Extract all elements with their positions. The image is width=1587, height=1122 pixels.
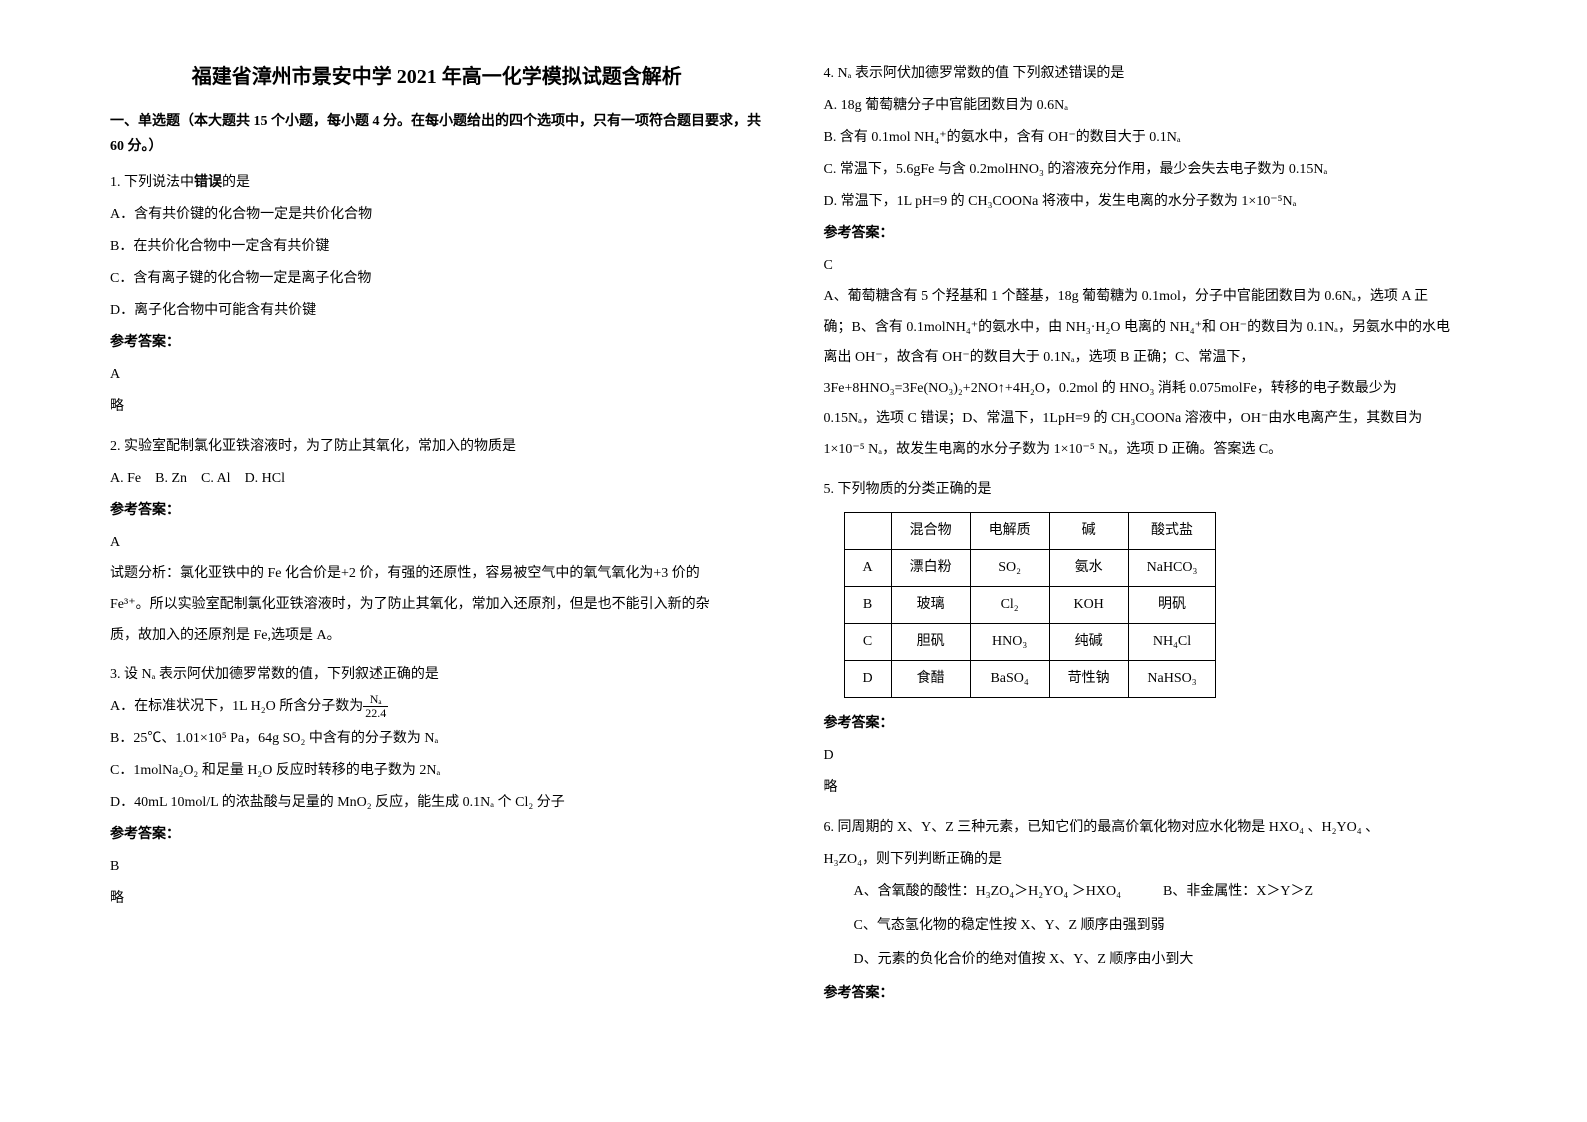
question-3: 3. 设 Nₐ 表示阿伏加德罗常数的值，下列叙述正确的是 A．在标准状况下，1L… — [110, 661, 764, 913]
q5-r0c2: SO₂ — [970, 549, 1049, 586]
q1-option-a: A．含有共价键的化合物一定是共价化合物 — [110, 201, 764, 229]
q5-th-4: 酸式盐 — [1128, 512, 1216, 549]
q2-expl-1: 试题分析：氯化亚铁中的 Fe 化合价是+2 价，有强的还原性，容易被空气中的氧气… — [110, 561, 764, 588]
q3-stem: 3. 设 Nₐ 表示阿伏加德罗常数的值，下列叙述正确的是 — [110, 661, 764, 689]
q4-option-d: D. 常温下，1L pH=9 的 CH₃COONa 将液中，发生电离的水分子数为… — [824, 188, 1478, 216]
q6-options-wrap: A、含氧酸的酸性：H₃ZO₄＞H₂YO₄ ＞HXO₄ B、非金属性：X＞Y＞Z … — [824, 878, 1478, 974]
q4-option-b: B. 含有 0.1mol NH₄⁺的氨水中，含有 OH⁻的数目大于 0.1Nₐ — [824, 124, 1478, 152]
q4-option-a: A. 18g 葡萄糖分子中官能团数目为 0.6Nₐ — [824, 92, 1478, 120]
q5-r1c1: 玻璃 — [891, 586, 970, 623]
q5-r1c2: Cl₂ — [970, 586, 1049, 623]
q5-note: 略 — [824, 774, 1478, 802]
q5-r3c4: NaHSO₃ — [1128, 660, 1216, 697]
q1-option-b: B．在共价化合物中一定含有共价键 — [110, 233, 764, 261]
q4-option-c: C. 常温下，5.6gFe 与含 0.2molHNO₃ 的溶液充分作用，最少会失… — [824, 156, 1478, 184]
page-title: 福建省漳州市景安中学 2021 年高一化学模拟试题含解析 — [110, 60, 764, 89]
q6-stem-2: H₃ZO₄，则下列判断正确的是 — [824, 846, 1478, 874]
q6-option-d: D、元素的负化合价的绝对值按 X、Y、Z 顺序由小到大 — [854, 946, 1478, 974]
q3-option-a: A．在标准状况下，1L H₂O 所含分子数为Nₐ22.4 — [110, 693, 764, 721]
q3-a-pre: A．在标准状况下，1L H₂O 所含分子数为 — [110, 699, 363, 714]
q1-answer-label: 参考答案： — [110, 329, 764, 357]
q4-expl-5: 0.15Nₐ，选项 C 错误；D、常温下，1LpH=9 的 CH₃COONa 溶… — [824, 406, 1478, 433]
q5-r2c3: 纯碱 — [1049, 623, 1128, 660]
q6-option-c: C、气态氢化物的稳定性按 X、Y、Z 顺序由强到弱 — [854, 912, 1478, 940]
q5-answer: D — [824, 742, 1478, 770]
q5-th-0 — [844, 512, 891, 549]
q6-option-b: B、非金属性：X＞Y＞Z — [1163, 884, 1313, 899]
q1-stem-bold: 错误 — [194, 175, 222, 190]
q3-a-num: Nₐ — [363, 693, 388, 707]
right-column: 4. Nₐ 表示阿伏加德罗常数的值 下列叙述错误的是 A. 18g 葡萄糖分子中… — [794, 60, 1508, 1062]
question-1: 1. 下列说法中错误的是 A．含有共价键的化合物一定是共价化合物 B．在共价化合… — [110, 169, 764, 421]
q5-th-2: 电解质 — [970, 512, 1049, 549]
q5-th-1: 混合物 — [891, 512, 970, 549]
q1-option-c: C．含有离子键的化合物一定是离子化合物 — [110, 265, 764, 293]
q2-expl-2: Fe³⁺。所以实验室配制氯化亚铁溶液时，为了防止其氧化，常加入还原剂，但是也不能… — [110, 592, 764, 619]
table-row: A 漂白粉 SO₂ 氨水 NaHCO₃ — [844, 549, 1216, 586]
q5-r2c2: HNO₃ — [970, 623, 1049, 660]
q5-table-header-row: 混合物 电解质 碱 酸式盐 — [844, 512, 1216, 549]
q3-option-b: B．25℃、1.01×10⁵ Pa，64g SO₂ 中含有的分子数为 Nₐ — [110, 725, 764, 753]
q4-expl-2: 确；B、含有 0.1molNH₄⁺的氨水中，由 NH₃·H₂O 电离的 NH₄⁺… — [824, 315, 1478, 342]
q5-answer-label: 参考答案： — [824, 710, 1478, 738]
q3-answer: B — [110, 853, 764, 881]
q5-r3c3: 苛性钠 — [1049, 660, 1128, 697]
q4-expl-4: 3Fe+8HNO₃=3Fe(NO₃)₂+2NO↑+4H₂O，0.2mol 的 H… — [824, 376, 1478, 403]
q2-answer: A — [110, 529, 764, 557]
question-6: 6. 同周期的 X、Y、Z 三种元素，已知它们的最高价氧化物对应水化物是 HXO… — [824, 814, 1478, 1008]
q3-note: 略 — [110, 885, 764, 913]
question-2: 2. 实验室配制氯化亚铁溶液时，为了防止其氧化，常加入的物质是 A. Fe B.… — [110, 433, 764, 649]
table-row: C 胆矾 HNO₃ 纯碱 NH₄Cl — [844, 623, 1216, 660]
q5-r2c4: NH₄Cl — [1128, 623, 1216, 660]
q2-expl-3: 质，故加入的还原剂是 Fe,选项是 A。 — [110, 623, 764, 650]
q6-option-a: A、含氧酸的酸性：H₃ZO₄＞H₂YO₄ ＞HXO₄ — [854, 884, 1121, 899]
q5-r0c4: NaHCO₃ — [1128, 549, 1216, 586]
q5-r2c0: C — [844, 623, 891, 660]
q5-r0c1: 漂白粉 — [891, 549, 970, 586]
q1-stem-pre: 1. 下列说法中 — [110, 175, 194, 190]
q1-stem: 1. 下列说法中错误的是 — [110, 169, 764, 197]
q1-stem-tail: 的是 — [222, 175, 250, 190]
q3-a-den: 22.4 — [363, 707, 388, 720]
left-column: 福建省漳州市景安中学 2021 年高一化学模拟试题含解析 一、单选题（本大题共 … — [80, 60, 794, 1062]
q3-answer-label: 参考答案： — [110, 821, 764, 849]
q1-answer: A — [110, 361, 764, 389]
q6-option-ab: A、含氧酸的酸性：H₃ZO₄＞H₂YO₄ ＞HXO₄ B、非金属性：X＞Y＞Z — [854, 878, 1478, 906]
q1-option-d: D．离子化合物中可能含有共价键 — [110, 297, 764, 325]
question-5: 5. 下列物质的分类正确的是 混合物 电解质 碱 酸式盐 A 漂白粉 SO₂ 氨… — [824, 476, 1478, 802]
q4-expl-1: A、葡萄糖含有 5 个羟基和 1 个醛基，18g 葡萄糖为 0.1mol，分子中… — [824, 284, 1478, 311]
q5-r1c4: 明矾 — [1128, 586, 1216, 623]
q3-a-fraction: Nₐ22.4 — [363, 693, 388, 720]
q4-answer: C — [824, 252, 1478, 280]
q5-th-3: 碱 — [1049, 512, 1128, 549]
q5-stem: 5. 下列物质的分类正确的是 — [824, 476, 1478, 504]
q6-answer-label: 参考答案： — [824, 980, 1478, 1008]
section-header: 一、单选题（本大题共 15 个小题，每小题 4 分。在每小题给出的四个选项中，只… — [110, 109, 764, 159]
q2-options: A. Fe B. Zn C. Al D. HCl — [110, 465, 764, 493]
q4-answer-label: 参考答案： — [824, 220, 1478, 248]
q4-expl-6: 1×10⁻⁵ Nₐ，故发生电离的水分子数为 1×10⁻⁵ Nₐ，选项 D 正确。… — [824, 437, 1478, 464]
q1-note: 略 — [110, 393, 764, 421]
q5-r3c1: 食醋 — [891, 660, 970, 697]
q3-option-d: D．40mL 10mol/L 的浓盐酸与足量的 MnO₂ 反应，能生成 0.1N… — [110, 789, 764, 817]
q4-stem: 4. Nₐ 表示阿伏加德罗常数的值 下列叙述错误的是 — [824, 60, 1478, 88]
q5-r2c1: 胆矾 — [891, 623, 970, 660]
q6-stem-1: 6. 同周期的 X、Y、Z 三种元素，已知它们的最高价氧化物对应水化物是 HXO… — [824, 814, 1478, 842]
q5-r0c3: 氨水 — [1049, 549, 1128, 586]
q5-table: 混合物 电解质 碱 酸式盐 A 漂白粉 SO₂ 氨水 NaHCO₃ B 玻璃 C… — [844, 512, 1217, 698]
q5-r0c0: A — [844, 549, 891, 586]
q5-r1c3: KOH — [1049, 586, 1128, 623]
q5-r3c0: D — [844, 660, 891, 697]
q4-expl-3: 离出 OH⁻，故含有 OH⁻的数目大于 0.1Nₐ，选项 B 正确；C、常温下， — [824, 345, 1478, 372]
q5-r3c2: BaSO₄ — [970, 660, 1049, 697]
q2-stem: 2. 实验室配制氯化亚铁溶液时，为了防止其氧化，常加入的物质是 — [110, 433, 764, 461]
q2-answer-label: 参考答案： — [110, 497, 764, 525]
q5-r1c0: B — [844, 586, 891, 623]
q3-option-c: C．1molNa₂O₂ 和足量 H₂O 反应时转移的电子数为 2Nₐ — [110, 757, 764, 785]
table-row: D 食醋 BaSO₄ 苛性钠 NaHSO₃ — [844, 660, 1216, 697]
question-4: 4. Nₐ 表示阿伏加德罗常数的值 下列叙述错误的是 A. 18g 葡萄糖分子中… — [824, 60, 1478, 464]
table-row: B 玻璃 Cl₂ KOH 明矾 — [844, 586, 1216, 623]
